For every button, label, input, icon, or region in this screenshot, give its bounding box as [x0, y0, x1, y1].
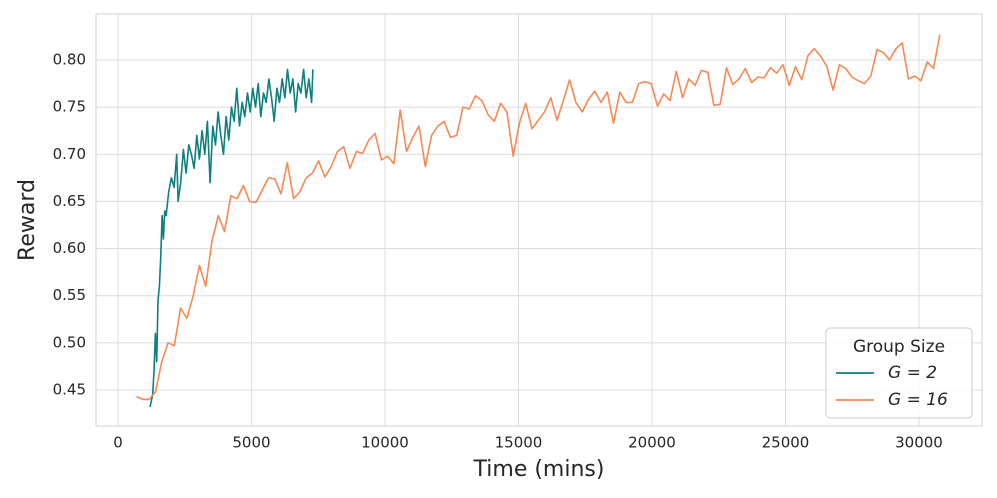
legend: Group Size G = 2 G = 16: [825, 327, 973, 419]
y-tick-label: 0.55: [53, 286, 86, 304]
x-tick-label: 30000: [895, 434, 943, 452]
y-tick-label: 0.45: [53, 380, 86, 398]
legend-box: [825, 327, 973, 419]
x-tick-label: 10000: [361, 434, 409, 452]
y-tick-label: 0.75: [53, 98, 86, 116]
series-line: [149, 68, 314, 408]
y-tick-label: 0.70: [53, 145, 86, 163]
y-tick-label: 0.60: [53, 239, 86, 257]
x-axis-label: Time (mins): [473, 457, 605, 482]
x-tick-label: 0: [113, 434, 123, 452]
y-tick-label: 0.80: [53, 51, 86, 69]
x-tick-label: 25000: [762, 434, 810, 452]
y-tick-label: 0.65: [53, 192, 86, 210]
y-tick-label: 0.50: [53, 333, 86, 351]
legend-title: Group Size: [853, 337, 945, 357]
x-tick-label: 15000: [495, 434, 543, 452]
plot-frame: [95, 13, 983, 427]
legend-label: G = 16: [888, 390, 948, 410]
x-tick-label: 20000: [628, 434, 676, 452]
series-line: [136, 34, 941, 401]
x-tick-label: 5000: [232, 434, 270, 452]
y-axis-label: Reward: [15, 179, 40, 261]
legend-label: G = 2: [888, 363, 937, 383]
